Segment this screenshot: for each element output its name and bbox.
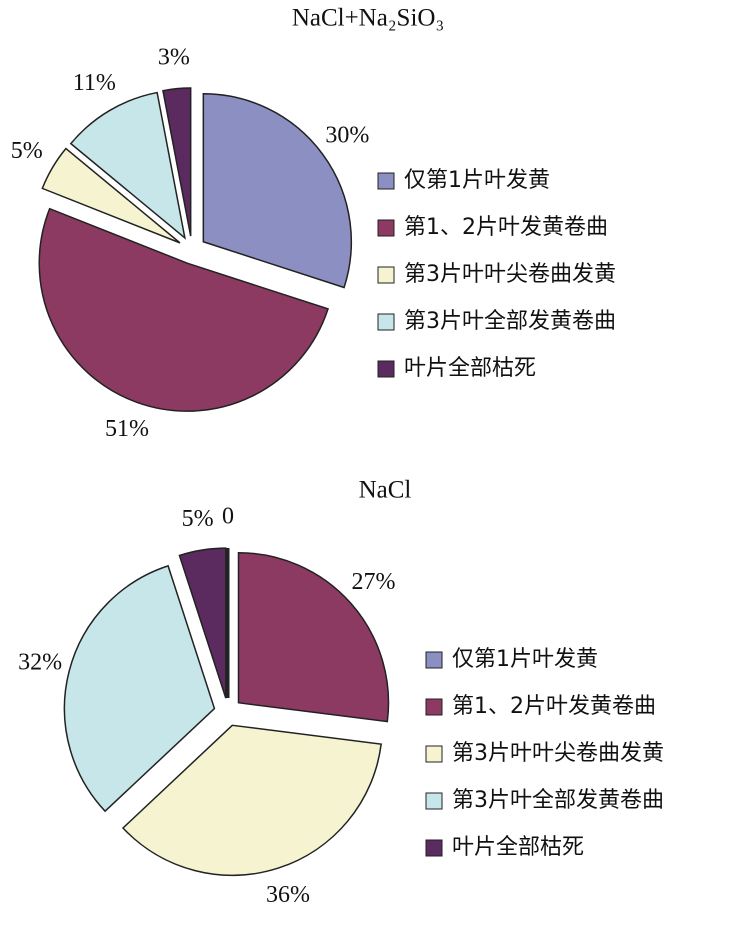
legend-swatch [377, 313, 395, 331]
slice-label: 0 [222, 504, 234, 530]
pie-slice [121, 724, 382, 877]
pie-slice [178, 547, 227, 699]
pie-slice [237, 551, 390, 723]
slice-label: 32% [18, 649, 62, 675]
legend-label: 第3片叶全部发黄卷曲 [404, 309, 616, 334]
legend-swatch [425, 698, 443, 716]
legend-label: 第3片叶叶尖卷曲发黄 [452, 741, 664, 766]
legend-label: 第3片叶全部发黄卷曲 [452, 788, 664, 813]
pie-slice [38, 207, 329, 412]
legend-swatch [377, 219, 395, 237]
legend-label: 第1、2片叶发黄卷曲 [452, 694, 656, 719]
pie-slice [41, 147, 181, 244]
slice-label: 5% [11, 138, 43, 164]
legend-swatch [425, 839, 443, 857]
pie-slice [202, 93, 353, 289]
pie-slice [69, 91, 187, 240]
chart-title: NaCl+Na₂SiO₃ [292, 5, 444, 32]
legend-swatch [377, 266, 395, 284]
legend-swatch [425, 651, 443, 669]
legend-label: 仅第1片叶发黄 [452, 647, 598, 672]
slice-label: 51% [105, 416, 149, 442]
pie-slice [63, 564, 216, 813]
slice-label: 11% [73, 70, 116, 96]
slice-label: 36% [266, 882, 310, 908]
legend-swatch [377, 360, 395, 378]
legend-swatch [425, 745, 443, 763]
legend-label: 仅第1片叶发黄 [404, 168, 550, 193]
chart-title: NaCl [359, 477, 412, 504]
legend-label: 叶片全部枯死 [404, 356, 536, 381]
legend-label: 叶片全部枯死 [452, 835, 584, 860]
legend-swatch [425, 792, 443, 810]
pie-slice [162, 87, 192, 237]
legend-label: 第1、2片叶发黄卷曲 [404, 215, 608, 240]
slice-label: 5% [182, 506, 214, 532]
slice-label: 3% [158, 44, 190, 70]
slice-label: 27% [352, 569, 396, 595]
legend-swatch [377, 172, 395, 190]
slice-label: 30% [325, 123, 369, 149]
legend-label: 第3片叶叶尖卷曲发黄 [404, 262, 616, 287]
